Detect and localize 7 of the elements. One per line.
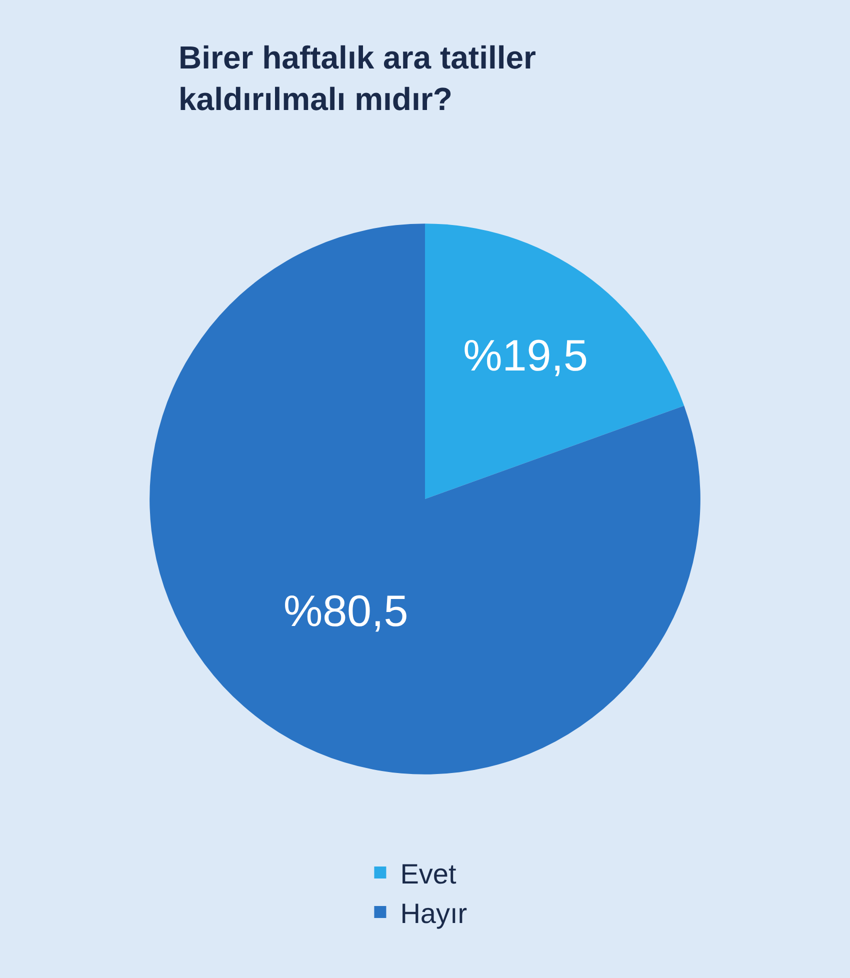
data-label: %80,5 xyxy=(283,587,408,636)
pie-slice xyxy=(150,224,700,774)
legend-label: Evet xyxy=(400,858,456,890)
legend-label: Hayır xyxy=(400,898,468,929)
data-label: %19,5 xyxy=(463,331,588,380)
chart-title: Birer haftalık ara tatiller kaldırılmalı mıdır? xyxy=(178,39,536,118)
pie-slice xyxy=(425,224,684,499)
